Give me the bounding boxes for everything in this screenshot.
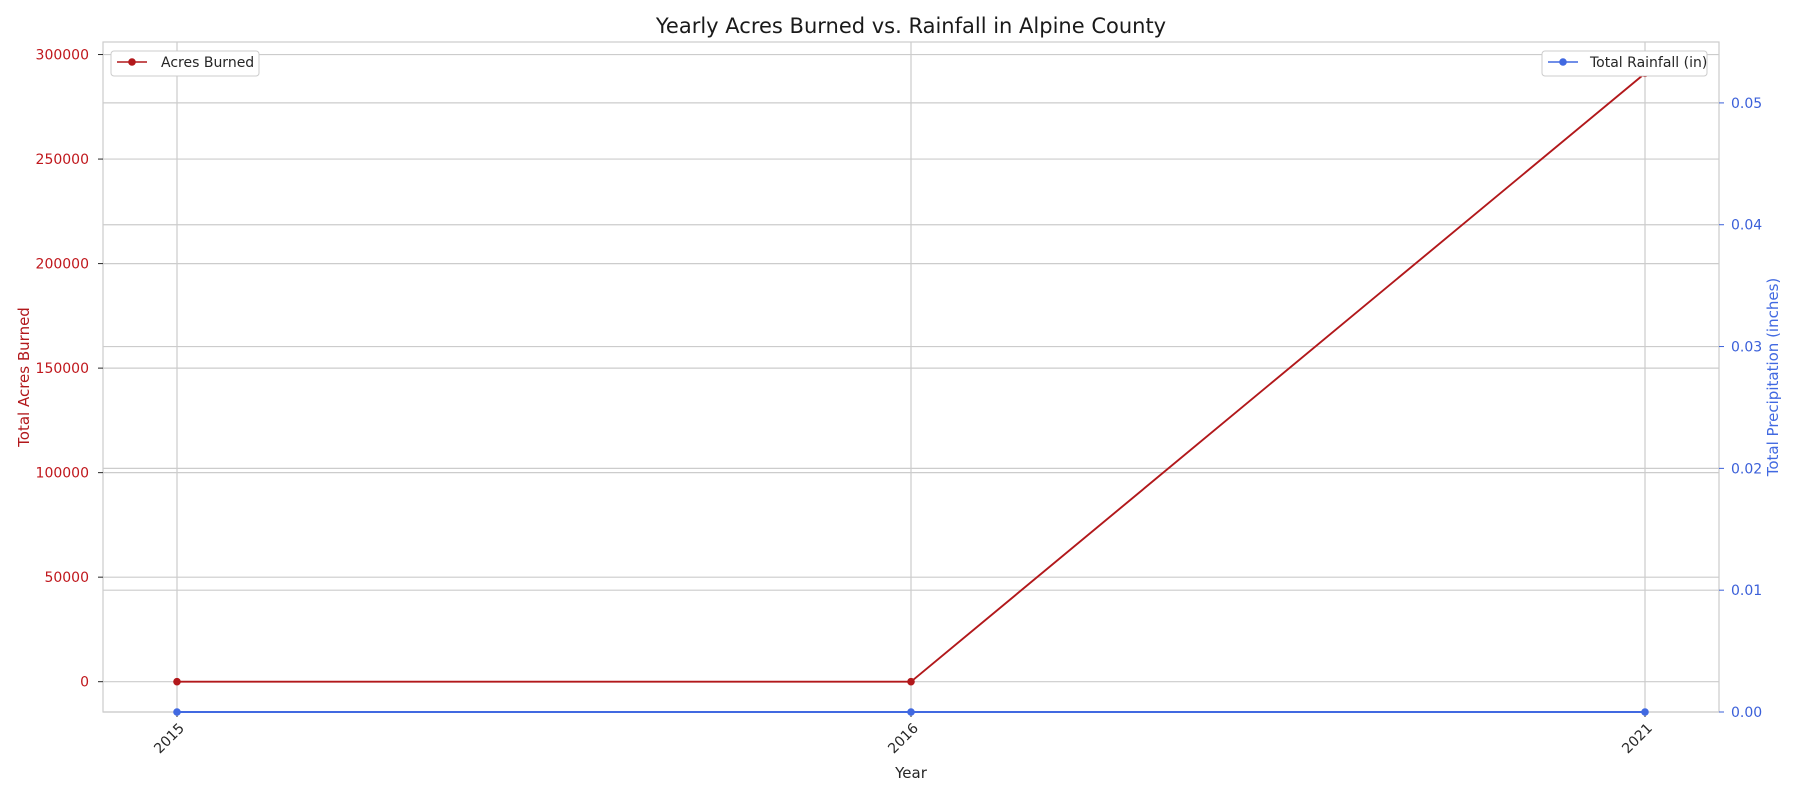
- right-tick-label-4: 0.04: [1731, 218, 1762, 234]
- series-1-point-1: [907, 708, 915, 716]
- legend-right-box: [1541, 50, 1708, 77]
- left-tick-label-2: 100000: [36, 466, 89, 482]
- left-tick-label-6: 300000: [36, 48, 89, 64]
- left-tick-label-1: 50000: [44, 570, 89, 586]
- left-tick-label-5: 250000: [36, 152, 89, 168]
- y-left-axis-title: Total Acres Burned: [15, 307, 33, 448]
- series-0-point-1: [907, 677, 915, 686]
- series-0-point-0: [173, 677, 181, 686]
- right-tick-label-1: 0.01: [1731, 583, 1762, 599]
- y-right-axis-title: Total Precipitation (inches): [1764, 278, 1782, 478]
- legend-left: Acres Burned: [110, 50, 260, 77]
- right-tick-label-0: 0.00: [1731, 705, 1762, 721]
- legend-right-label: Total Rainfall (in): [1589, 55, 1707, 71]
- series-1-point-2: [1641, 708, 1649, 716]
- right-tick-label-5: 0.05: [1731, 96, 1762, 112]
- left-tick-label-0: 0: [80, 675, 89, 691]
- right-tick-label-2: 0.02: [1731, 461, 1762, 477]
- left-tick-label-4: 200000: [36, 257, 89, 273]
- series-1-point-0: [173, 708, 181, 716]
- legend-right: Total Rainfall (in): [1541, 50, 1708, 77]
- left-tick-label-3: 150000: [36, 361, 89, 377]
- legend-right-marker: [1559, 58, 1567, 66]
- right-axis-ticks: 0.00 0.01 0.02 0.03 0.04 0.05: [1719, 96, 1762, 721]
- chart-title: Yearly Acres Burned vs. Rainfall in Alpi…: [655, 14, 1166, 38]
- legend-left-box: [110, 50, 260, 77]
- right-tick-label-3: 0.03: [1731, 340, 1762, 356]
- legend-left-label: Acres Burned: [161, 55, 254, 71]
- x-axis-title: Year: [894, 764, 928, 782]
- legend-left-marker: [128, 58, 136, 66]
- left-axis-ticks: 0 50000 100000 150000 200000 250000 300000: [36, 48, 103, 691]
- grid-lines: [103, 42, 1719, 713]
